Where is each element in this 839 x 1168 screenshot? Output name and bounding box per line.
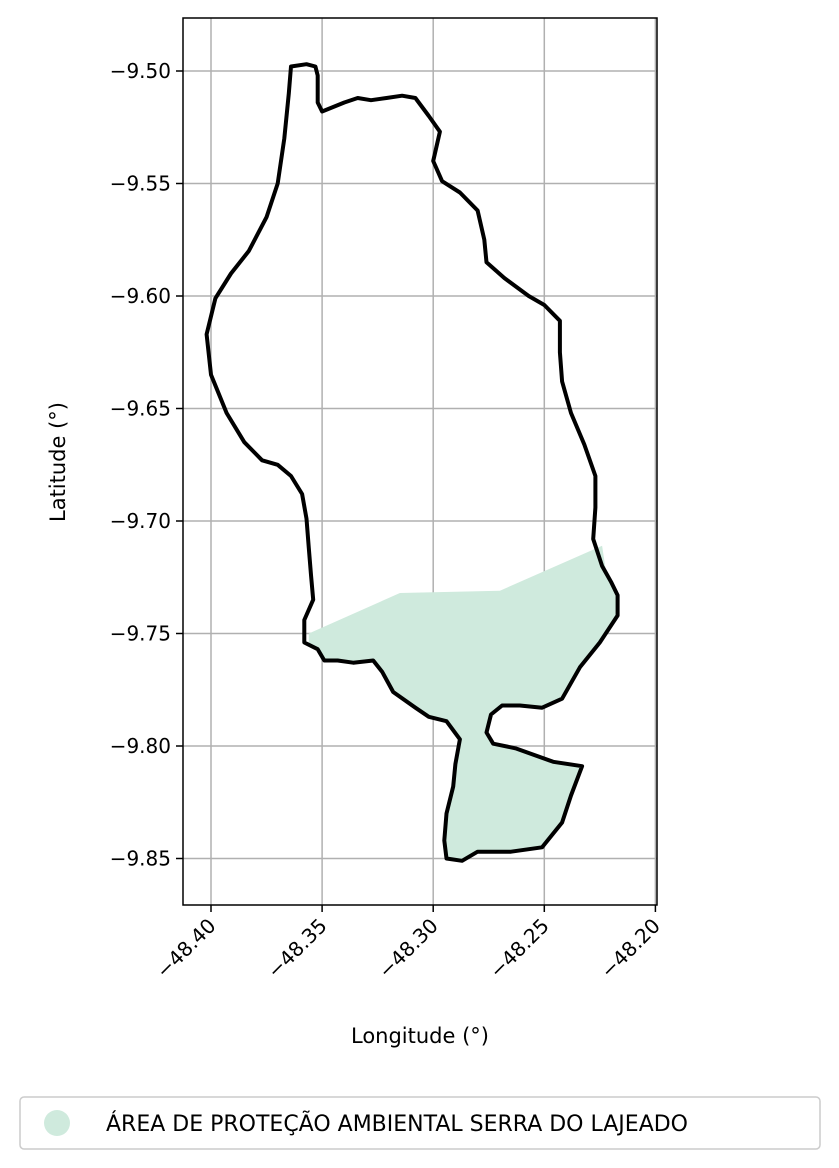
y-tick-label: −9.75: [110, 622, 171, 646]
plot-frame: [182, 17, 658, 906]
y-tick-label: −9.65: [110, 397, 171, 421]
plot-area: [182, 17, 658, 906]
y-tick-label: −9.60: [110, 284, 171, 308]
legend: ÁREA DE PROTEÇÃO AMBIENTAL SERRA DO LAJE…: [19, 1096, 821, 1150]
legend-box: [19, 1096, 821, 1150]
municipality-boundary-outline: [204, 62, 620, 863]
y-tick-label: −9.50: [110, 59, 171, 83]
y-tick-label: −9.80: [110, 734, 171, 758]
y-tick-label: −9.55: [110, 172, 171, 196]
x-axis-label: Longitude (°): [351, 1024, 489, 1048]
legend-label-protected-area: ÁREA DE PROTEÇÃO AMBIENTAL SERRA DO LAJE…: [106, 1110, 688, 1137]
y-tick-label: −9.85: [110, 847, 171, 871]
protected-area-polygon: [308, 545, 618, 861]
y-tick-label: −9.70: [110, 509, 171, 533]
y-axis-label: Latitude (°): [46, 402, 70, 522]
legend-marker-protected-area: [44, 1110, 70, 1136]
